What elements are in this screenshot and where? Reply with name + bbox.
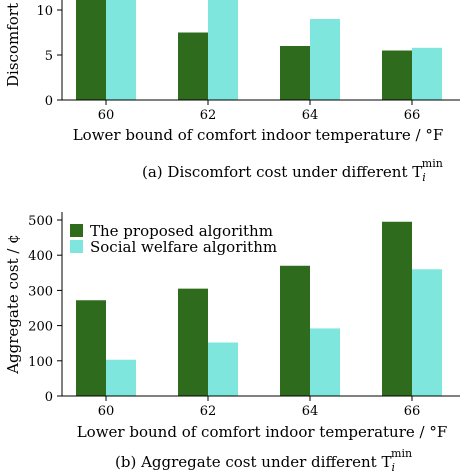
legend-swatch-social <box>70 240 83 253</box>
panel-b-y-ticks: 0 100 200 300 400 500 <box>28 214 62 405</box>
legend-label-proposed: The proposed algorithm <box>90 222 273 240</box>
panel-b-aggregate-chart: 0 100 200 300 400 500 60 62 64 66 Aggregate cost… <box>4 212 460 474</box>
panel-a-caption-sup: min <box>422 157 443 170</box>
panel-b-x-ticks: 60 62 64 66 <box>98 396 421 419</box>
y-tick-label: 0 <box>45 94 53 109</box>
legend-swatch-proposed <box>70 224 83 237</box>
bar-proposed-64 <box>280 46 310 100</box>
y-tick-label: 300 <box>28 284 53 299</box>
legend-label-social: Social welfare algorithm <box>90 238 277 256</box>
panel-a-bars <box>76 0 442 101</box>
x-tick-label: 64 <box>302 108 319 123</box>
y-tick-label: 200 <box>28 320 53 335</box>
panel-b-y-axis-label: Aggregate cost / ¢ <box>4 234 22 375</box>
panel-b-caption-text: (b) Aggregate cost under different T <box>115 453 391 471</box>
bar-social-62 <box>208 0 238 100</box>
bar-proposed-62 <box>178 288 208 396</box>
bar-proposed-62 <box>178 32 208 100</box>
panel-a-y-ticks: 0 5 10 <box>36 4 62 109</box>
y-tick-label: 400 <box>28 249 53 264</box>
y-tick-label: 100 <box>28 355 53 370</box>
bar-social-64 <box>310 19 340 100</box>
bar-proposed-66 <box>382 221 412 396</box>
bar-proposed-66 <box>382 50 412 100</box>
panel-a-caption-sub: i <box>422 171 426 184</box>
panel-b-caption-sup: min <box>391 447 412 460</box>
panel-b-x-axis-label: Lower bound of comfort indoor temperatur… <box>77 423 448 441</box>
panel-b-caption: (b) Aggregate cost under different Timin <box>115 447 412 474</box>
bar-social-66 <box>412 269 442 396</box>
y-tick-label: 500 <box>28 214 53 229</box>
panel-a-y-axis-label: Discomfort <box>4 3 22 87</box>
x-tick-label: 62 <box>200 108 217 123</box>
x-tick-label: 66 <box>404 404 421 419</box>
y-tick-label: 0 <box>45 390 53 405</box>
panel-b-legend: The proposed algorithm Social welfare al… <box>70 222 277 256</box>
panel-a-x-axis-label: Lower bound of comfort indoor temperatur… <box>73 126 444 144</box>
bar-proposed-60 <box>76 300 106 396</box>
bar-social-66 <box>412 47 442 100</box>
panel-a-caption-text: (a) Discomfort cost under different T <box>142 163 422 181</box>
x-tick-label: 64 <box>302 404 319 419</box>
panel-a-x-ticks: 60 62 64 66 <box>98 100 421 123</box>
x-tick-label: 62 <box>200 404 217 419</box>
y-tick-label: 10 <box>36 4 53 19</box>
x-tick-label: 60 <box>98 404 115 419</box>
bar-social-62 <box>208 342 238 396</box>
panel-a-discomfort-chart: 0 5 10 60 62 64 66 Discomfort Lower bound of … <box>4 0 460 184</box>
panel-a-caption: (a) Discomfort cost under different Timi… <box>142 157 443 184</box>
bar-social-64 <box>310 328 340 396</box>
panel-b-caption-sub: i <box>391 461 395 474</box>
x-tick-label: 66 <box>404 108 421 123</box>
panel-b-bars <box>76 221 442 396</box>
bar-social-60 <box>106 359 136 396</box>
bar-social-60 <box>106 0 136 101</box>
bar-proposed-60 <box>76 0 106 100</box>
y-tick-label: 5 <box>45 49 53 64</box>
x-tick-label: 60 <box>98 108 115 123</box>
bar-proposed-64 <box>280 265 310 396</box>
